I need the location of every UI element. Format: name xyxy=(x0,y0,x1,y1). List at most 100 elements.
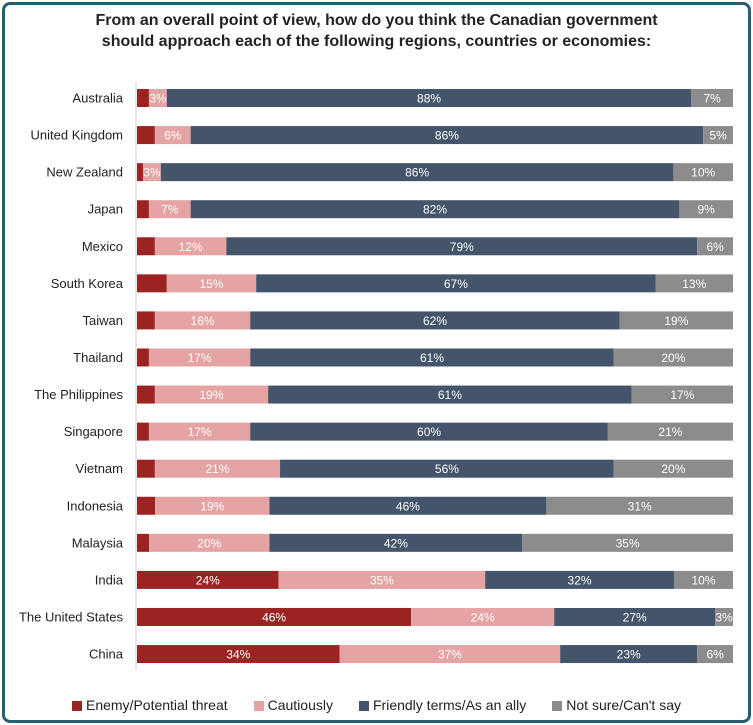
legend-item: Not sure/Can't say xyxy=(552,697,681,713)
data-label: 79% xyxy=(450,240,474,254)
data-label: 13% xyxy=(682,277,706,291)
category-label: India xyxy=(95,572,124,587)
category-label: Australia xyxy=(72,91,123,106)
data-label: 61% xyxy=(420,351,444,365)
data-label: 9% xyxy=(698,203,716,217)
bar-segment xyxy=(137,645,340,664)
bar-segment xyxy=(137,89,149,107)
bar-segment xyxy=(256,274,656,293)
data-label: 20% xyxy=(197,536,221,550)
category-label: Taiwan xyxy=(83,313,123,328)
bar-segment xyxy=(137,607,412,626)
legend: Enemy/Potential threat Cautiously Friendly… xyxy=(0,697,753,713)
bar-segment xyxy=(160,163,674,182)
data-label: 34% xyxy=(226,648,250,662)
bar-segment xyxy=(655,274,733,293)
data-label: 5% xyxy=(709,129,727,143)
data-label: 27% xyxy=(623,610,647,624)
data-label: 10% xyxy=(691,573,715,587)
bar-segment xyxy=(137,385,155,404)
bar-segment xyxy=(691,89,733,107)
data-label: 86% xyxy=(405,166,429,180)
bar-segment xyxy=(673,570,733,589)
bar-segment xyxy=(250,348,614,367)
data-label: 20% xyxy=(661,462,685,476)
data-label: 12% xyxy=(179,240,203,254)
bar-segment xyxy=(137,163,143,182)
data-label: 31% xyxy=(628,499,652,513)
category-label: The Philippines xyxy=(34,387,123,402)
bar-segment xyxy=(560,645,698,664)
bar-segment xyxy=(137,570,279,589)
data-label: 6% xyxy=(706,648,724,662)
category-label: Mexico xyxy=(82,239,123,254)
data-label: 24% xyxy=(196,573,220,587)
bar-segment xyxy=(137,311,155,330)
data-label: 24% xyxy=(471,610,495,624)
data-label: 16% xyxy=(191,314,215,328)
bar-segment xyxy=(226,237,698,256)
category-label: South Korea xyxy=(51,276,124,291)
data-label: 7% xyxy=(161,203,179,217)
bar-segment xyxy=(411,607,555,626)
bar-segment xyxy=(137,126,155,145)
bar-segment xyxy=(546,496,733,515)
data-label: 10% xyxy=(691,166,715,180)
category-label: Thailand xyxy=(73,350,123,365)
bar-segment xyxy=(697,645,733,664)
bar-segment xyxy=(703,126,733,145)
bar-segment xyxy=(154,311,251,330)
data-label: 62% xyxy=(423,314,447,328)
bar-segment xyxy=(190,200,680,219)
chart-title: From an overall point of view, how do yo… xyxy=(0,10,753,52)
data-label: 42% xyxy=(384,536,408,550)
legend-item: Enemy/Potential threat xyxy=(71,697,228,713)
category-label: Malaysia xyxy=(72,535,124,550)
data-label: 37% xyxy=(438,648,462,662)
bar-segment xyxy=(268,385,632,404)
bar-segment xyxy=(250,422,608,441)
data-label: 6% xyxy=(706,240,724,254)
bar-segment xyxy=(522,533,733,552)
bar-segment xyxy=(631,385,733,404)
data-label: 3% xyxy=(149,92,167,106)
bar-segment xyxy=(149,533,270,552)
bar-segment xyxy=(715,607,733,626)
data-label: 88% xyxy=(417,92,441,106)
data-label: 82% xyxy=(423,203,447,217)
data-label: 15% xyxy=(199,277,223,291)
data-label: 56% xyxy=(435,462,459,476)
data-label: 17% xyxy=(188,425,212,439)
bar-segment xyxy=(554,607,716,626)
category-label: China xyxy=(89,647,124,662)
bar-segment xyxy=(137,200,149,219)
data-label: 20% xyxy=(661,351,685,365)
legend-label: Friendly terms/As an ally xyxy=(373,697,527,713)
bar-segment xyxy=(250,311,620,330)
bar-segment xyxy=(154,385,269,404)
bar-segment xyxy=(613,459,733,478)
legend-label: Not sure/Can't say xyxy=(566,697,682,713)
category-label: Indonesia xyxy=(67,498,124,513)
legend-label: Enemy/Potential threat xyxy=(85,697,228,713)
category-label: The United States xyxy=(19,609,124,624)
bar-segment xyxy=(166,89,692,107)
legend-label: Cautiously xyxy=(267,697,333,713)
data-label: 21% xyxy=(658,425,682,439)
bar-segment xyxy=(148,89,167,107)
legend-swatch xyxy=(552,701,563,712)
legend-item: Friendly terms/As an ally xyxy=(359,697,526,713)
category-label: Vietnam xyxy=(76,461,123,476)
data-label: 35% xyxy=(616,536,640,550)
bar-segment xyxy=(613,348,733,367)
bar-segment xyxy=(137,422,149,441)
bar-segment xyxy=(166,274,257,293)
data-label: 46% xyxy=(396,499,420,513)
bar-segment xyxy=(278,570,486,589)
data-label: 3% xyxy=(715,610,733,624)
bar-segment xyxy=(673,163,733,182)
bar-segment xyxy=(619,311,733,330)
category-label: Singapore xyxy=(64,424,123,439)
data-label: 19% xyxy=(664,314,688,328)
